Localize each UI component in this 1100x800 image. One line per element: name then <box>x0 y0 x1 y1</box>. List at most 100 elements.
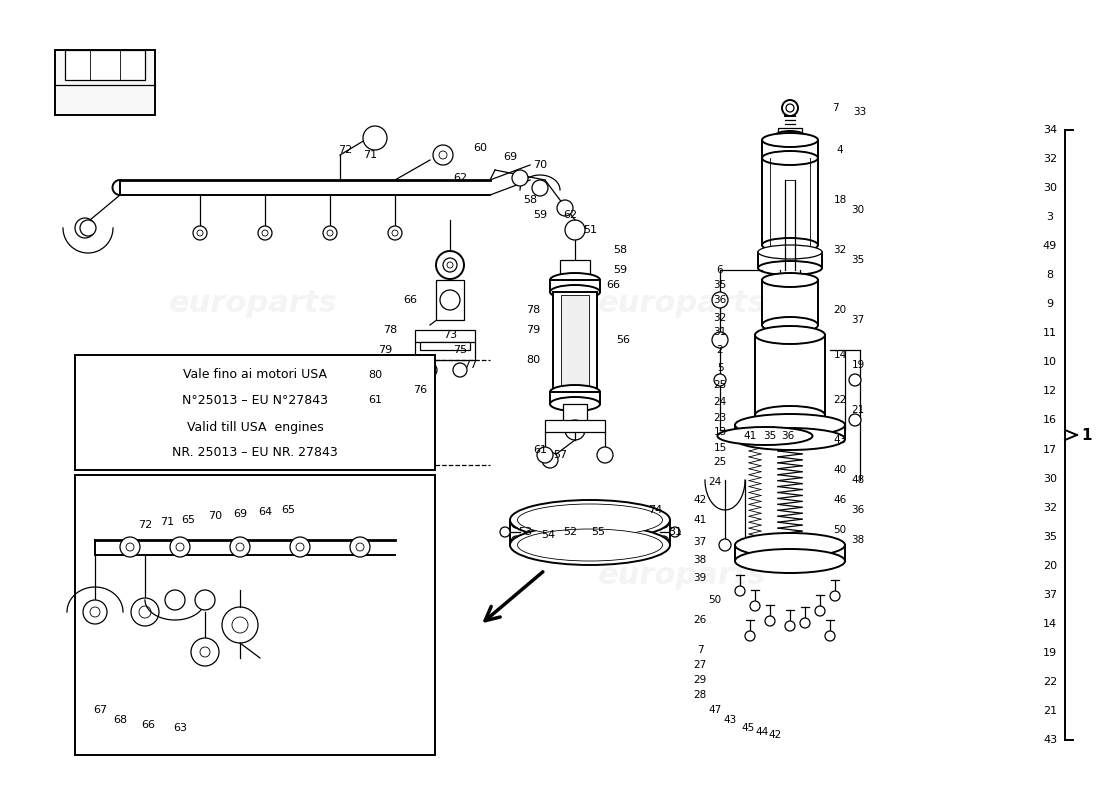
Text: 57: 57 <box>553 450 568 460</box>
Circle shape <box>424 363 437 377</box>
Text: 64: 64 <box>257 507 272 517</box>
Bar <box>65 50 145 80</box>
Circle shape <box>191 638 219 666</box>
Text: 27: 27 <box>693 660 706 670</box>
Circle shape <box>750 601 760 611</box>
Text: 37: 37 <box>693 537 706 547</box>
Text: 49: 49 <box>1043 241 1057 251</box>
Text: europarts: europarts <box>597 562 767 590</box>
Text: 69: 69 <box>233 509 248 519</box>
Bar <box>544 420 605 432</box>
Text: 59: 59 <box>532 210 547 220</box>
Circle shape <box>849 414 861 426</box>
Bar <box>758 252 822 268</box>
Text: 3: 3 <box>1046 212 1054 222</box>
Circle shape <box>512 536 521 546</box>
Text: 25: 25 <box>714 457 727 467</box>
Circle shape <box>170 537 190 557</box>
Ellipse shape <box>735 414 845 436</box>
Text: 39: 39 <box>693 573 706 583</box>
Circle shape <box>90 607 100 617</box>
Circle shape <box>825 631 835 641</box>
Text: 21: 21 <box>1043 706 1057 716</box>
Text: 41: 41 <box>744 431 757 441</box>
Text: 6: 6 <box>717 265 724 275</box>
Text: 79: 79 <box>526 325 540 335</box>
Text: 9: 9 <box>1046 299 1054 310</box>
Text: 22: 22 <box>1043 677 1057 687</box>
Bar <box>762 140 818 158</box>
Circle shape <box>139 606 151 618</box>
Text: 37: 37 <box>1043 590 1057 600</box>
Circle shape <box>557 200 573 216</box>
Circle shape <box>356 543 364 551</box>
Text: 35: 35 <box>714 280 727 290</box>
Text: 40: 40 <box>834 465 847 475</box>
Text: 30: 30 <box>1043 474 1057 483</box>
Circle shape <box>80 220 96 236</box>
Text: 54: 54 <box>541 530 556 540</box>
Circle shape <box>200 647 210 657</box>
Ellipse shape <box>510 500 670 540</box>
Bar <box>563 404 587 422</box>
Circle shape <box>192 226 207 240</box>
Text: 44: 44 <box>756 727 769 737</box>
Text: 46: 46 <box>834 495 847 505</box>
Circle shape <box>659 536 669 546</box>
Ellipse shape <box>776 131 805 141</box>
Circle shape <box>542 452 558 468</box>
Ellipse shape <box>550 385 600 399</box>
Text: 32: 32 <box>1043 154 1057 164</box>
Text: 72: 72 <box>138 520 152 530</box>
Circle shape <box>745 631 755 641</box>
Text: 17: 17 <box>1043 445 1057 454</box>
Circle shape <box>125 60 135 70</box>
Bar <box>778 128 802 136</box>
Circle shape <box>659 518 669 528</box>
Text: 70: 70 <box>532 160 547 170</box>
Circle shape <box>849 374 861 386</box>
Text: 15: 15 <box>714 443 727 453</box>
Text: 66: 66 <box>141 720 155 730</box>
Ellipse shape <box>735 533 845 557</box>
Text: 14: 14 <box>1043 619 1057 629</box>
Text: 16: 16 <box>1043 415 1057 426</box>
Text: 31: 31 <box>714 327 727 337</box>
Text: 7: 7 <box>832 103 838 113</box>
Text: 56: 56 <box>616 335 630 345</box>
Text: 32: 32 <box>1043 502 1057 513</box>
Circle shape <box>785 621 795 631</box>
Circle shape <box>565 420 585 440</box>
Ellipse shape <box>762 273 818 287</box>
Text: 19: 19 <box>851 360 865 370</box>
Bar <box>75 475 434 755</box>
Ellipse shape <box>762 151 818 165</box>
Text: 62: 62 <box>453 173 468 183</box>
Text: 24: 24 <box>708 477 722 487</box>
Circle shape <box>126 543 134 551</box>
Circle shape <box>532 180 548 196</box>
Circle shape <box>236 543 244 551</box>
Circle shape <box>537 447 553 463</box>
Circle shape <box>786 104 794 112</box>
Ellipse shape <box>762 238 818 252</box>
Circle shape <box>739 539 751 551</box>
Circle shape <box>197 230 204 236</box>
Circle shape <box>290 537 310 557</box>
Text: 70: 70 <box>208 511 222 521</box>
Ellipse shape <box>550 285 600 299</box>
Circle shape <box>440 290 460 310</box>
Text: 65: 65 <box>280 505 295 515</box>
Circle shape <box>70 60 80 70</box>
Text: 20: 20 <box>1043 561 1057 570</box>
Ellipse shape <box>517 529 662 561</box>
Text: 51: 51 <box>583 225 597 235</box>
Text: 53: 53 <box>518 527 532 537</box>
Text: Vale fino ai motori USA: Vale fino ai motori USA <box>183 369 327 382</box>
Ellipse shape <box>762 133 818 147</box>
Circle shape <box>512 518 521 528</box>
Text: 23: 23 <box>714 413 727 423</box>
Circle shape <box>131 598 160 626</box>
Circle shape <box>712 292 728 308</box>
Text: 68: 68 <box>113 715 128 725</box>
